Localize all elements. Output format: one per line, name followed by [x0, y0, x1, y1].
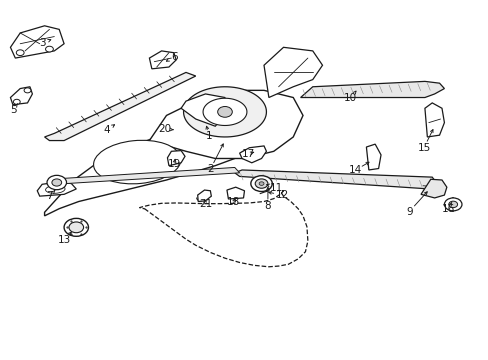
Text: 19: 19: [167, 159, 181, 169]
Circle shape: [255, 179, 267, 188]
Text: 4: 4: [103, 125, 110, 135]
Text: 17: 17: [241, 149, 255, 159]
Text: 7: 7: [46, 191, 53, 201]
Circle shape: [448, 201, 457, 208]
Text: 13: 13: [58, 235, 71, 245]
Circle shape: [69, 222, 83, 233]
Ellipse shape: [93, 140, 181, 184]
Polygon shape: [167, 150, 184, 166]
Polygon shape: [183, 87, 266, 137]
Polygon shape: [264, 47, 322, 98]
Circle shape: [52, 179, 61, 186]
Polygon shape: [10, 87, 32, 105]
Polygon shape: [37, 182, 76, 196]
Polygon shape: [44, 123, 244, 216]
Circle shape: [47, 175, 66, 190]
Circle shape: [444, 198, 461, 211]
Circle shape: [250, 176, 272, 192]
Text: 18: 18: [227, 197, 240, 207]
Polygon shape: [420, 179, 446, 198]
Polygon shape: [147, 90, 303, 158]
Circle shape: [45, 46, 53, 52]
Circle shape: [24, 88, 31, 93]
Polygon shape: [366, 144, 380, 170]
Text: 20: 20: [158, 124, 171, 134]
Text: 14: 14: [348, 165, 361, 175]
Text: 6: 6: [171, 52, 177, 62]
Polygon shape: [226, 187, 244, 199]
Polygon shape: [197, 190, 211, 202]
Text: 9: 9: [405, 207, 412, 217]
Circle shape: [64, 219, 88, 236]
Ellipse shape: [45, 185, 65, 193]
Text: 15: 15: [416, 143, 430, 153]
Circle shape: [13, 99, 20, 104]
Polygon shape: [149, 51, 176, 69]
Text: 3: 3: [39, 38, 45, 48]
Text: 16: 16: [441, 204, 454, 214]
Polygon shape: [181, 94, 224, 126]
Polygon shape: [203, 98, 246, 126]
Text: 11: 11: [269, 183, 283, 193]
Polygon shape: [44, 72, 195, 140]
Text: 5: 5: [10, 105, 17, 115]
Polygon shape: [424, 103, 444, 137]
Polygon shape: [234, 170, 436, 189]
Circle shape: [16, 50, 24, 55]
Text: 1: 1: [205, 131, 212, 141]
Text: 2: 2: [206, 164, 213, 174]
Text: 10: 10: [344, 93, 357, 103]
Polygon shape: [49, 167, 239, 184]
Text: 12: 12: [275, 190, 288, 200]
Circle shape: [259, 182, 264, 185]
Polygon shape: [239, 146, 266, 163]
Polygon shape: [10, 26, 64, 58]
Text: 8: 8: [264, 201, 271, 211]
Polygon shape: [300, 81, 444, 98]
Circle shape: [217, 107, 232, 117]
Text: 21: 21: [199, 199, 212, 210]
